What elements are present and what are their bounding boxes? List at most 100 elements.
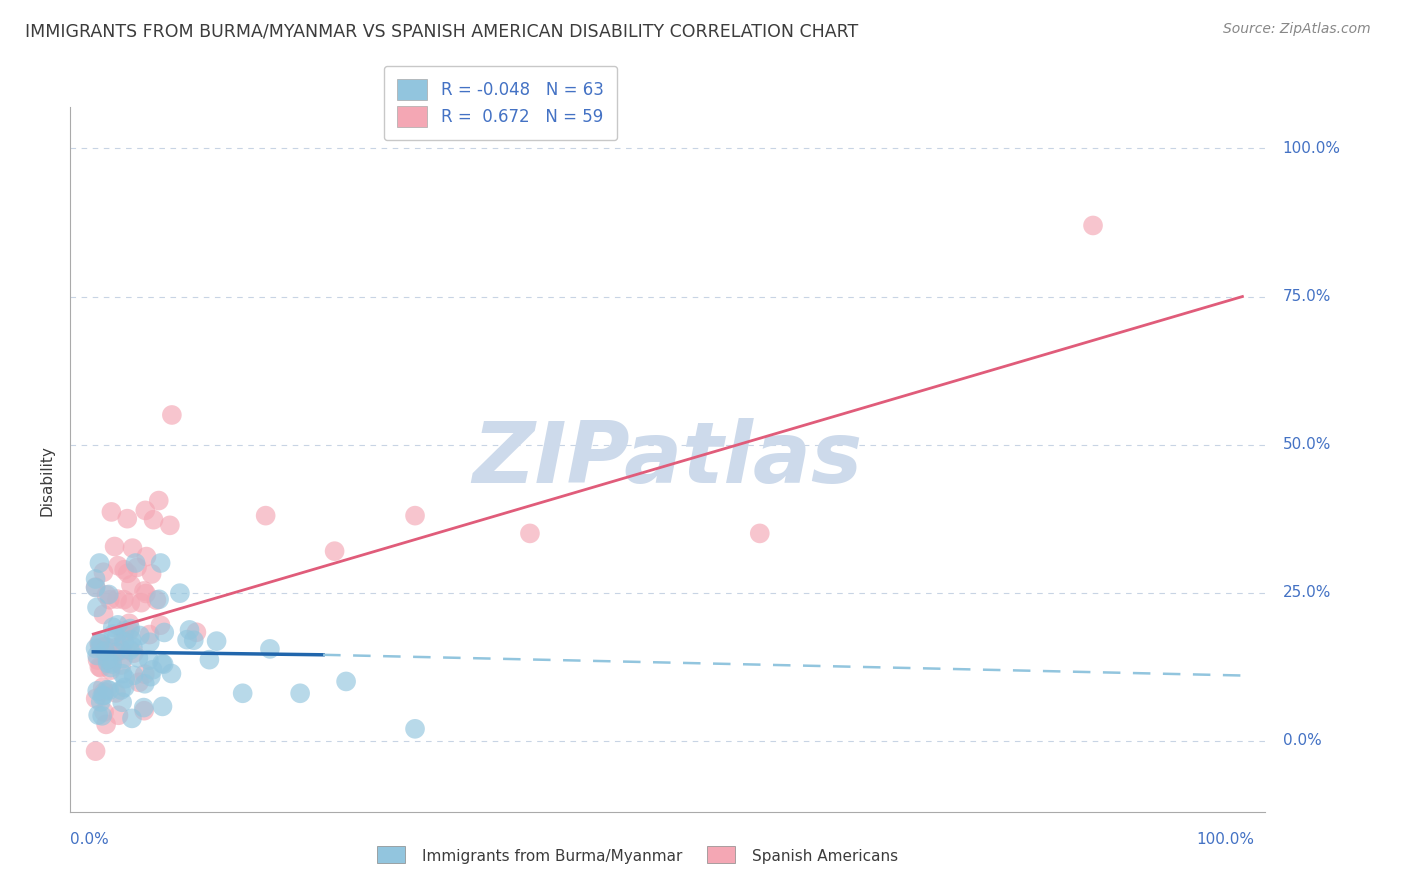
Point	[138, 653, 160, 667]
Point	[148, 592, 170, 607]
Point	[120, 578, 142, 592]
Point	[145, 593, 167, 607]
Point	[91, 689, 114, 703]
Point	[127, 651, 149, 665]
Point	[101, 657, 124, 671]
Point	[117, 511, 139, 525]
Point	[148, 493, 170, 508]
Point	[91, 681, 114, 695]
Point	[93, 607, 115, 622]
Point	[1081, 219, 1104, 233]
Point	[118, 643, 141, 657]
Point	[125, 560, 148, 574]
Point	[89, 640, 111, 655]
Point	[112, 629, 135, 643]
Point	[179, 623, 201, 637]
Point	[93, 689, 115, 703]
Point	[103, 627, 125, 641]
Point	[132, 584, 155, 599]
Point	[84, 744, 107, 758]
Point	[94, 717, 117, 731]
Point	[748, 526, 770, 541]
Point	[323, 544, 346, 558]
Point	[86, 648, 108, 663]
Point	[96, 652, 118, 666]
Point	[141, 566, 163, 581]
Point	[89, 660, 111, 674]
Point	[183, 633, 205, 648]
Bar	[707, 846, 735, 863]
Text: 0.0%: 0.0%	[1282, 733, 1322, 748]
Point	[159, 518, 181, 533]
Point	[105, 592, 128, 607]
Legend: R = -0.048   N = 63, R =  0.672   N = 59: R = -0.048 N = 63, R = 0.672 N = 59	[384, 66, 617, 140]
Point	[94, 644, 117, 658]
Text: ZIPatlas: ZIPatlas	[472, 417, 863, 501]
Point	[112, 592, 135, 607]
Point	[134, 677, 156, 691]
Point	[97, 587, 120, 601]
Text: Spanish Americans: Spanish Americans	[752, 849, 898, 863]
Point	[142, 663, 165, 677]
Point	[93, 640, 115, 654]
Point	[135, 586, 157, 600]
Point	[96, 640, 118, 655]
Point	[138, 627, 160, 641]
Point	[84, 580, 107, 594]
Point	[118, 616, 141, 631]
Point	[98, 683, 121, 698]
Point	[129, 596, 152, 610]
Point	[107, 708, 129, 723]
Point	[86, 600, 108, 615]
Point	[114, 624, 136, 638]
Point	[120, 622, 142, 636]
Point	[101, 620, 124, 634]
Point	[186, 625, 208, 640]
Point	[205, 634, 228, 648]
Bar	[377, 846, 405, 863]
Point	[101, 653, 124, 667]
Point	[93, 705, 115, 719]
Point	[104, 540, 127, 554]
Point	[84, 691, 107, 706]
Point	[254, 508, 277, 523]
Point	[111, 651, 134, 665]
Point	[121, 711, 143, 725]
Point	[169, 586, 191, 600]
Point	[107, 558, 129, 573]
Point	[84, 581, 107, 595]
Point	[111, 643, 134, 657]
Text: IMMIGRANTS FROM BURMA/MYANMAR VS SPANISH AMERICAN DISABILITY CORRELATION CHART: IMMIGRANTS FROM BURMA/MYANMAR VS SPANISH…	[25, 22, 859, 40]
Point	[134, 667, 156, 681]
Point	[104, 686, 127, 700]
Point	[90, 695, 112, 709]
Point	[142, 513, 165, 527]
Text: 100.0%: 100.0%	[1197, 832, 1254, 847]
Point	[152, 699, 174, 714]
Point	[122, 640, 145, 654]
Point	[335, 674, 357, 689]
Point	[134, 503, 156, 517]
Point	[100, 505, 122, 519]
Point	[114, 672, 136, 686]
Point	[149, 618, 172, 632]
Point	[139, 670, 162, 684]
Point	[259, 641, 281, 656]
Point	[121, 541, 143, 555]
Point	[105, 645, 128, 659]
Point	[91, 708, 114, 723]
Point	[122, 668, 145, 682]
Point	[93, 566, 115, 580]
Point	[98, 592, 121, 607]
Point	[107, 618, 129, 632]
Point	[105, 630, 128, 644]
Point	[404, 722, 426, 736]
Point	[139, 635, 162, 649]
Point	[176, 632, 198, 647]
Point	[134, 704, 156, 718]
Point	[117, 566, 139, 581]
Point	[111, 695, 134, 709]
Point	[288, 686, 311, 700]
Point	[519, 526, 541, 541]
Point	[84, 572, 107, 586]
